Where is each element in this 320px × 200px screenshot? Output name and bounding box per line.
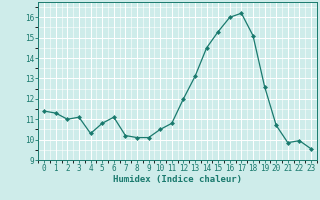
X-axis label: Humidex (Indice chaleur): Humidex (Indice chaleur) (113, 175, 242, 184)
